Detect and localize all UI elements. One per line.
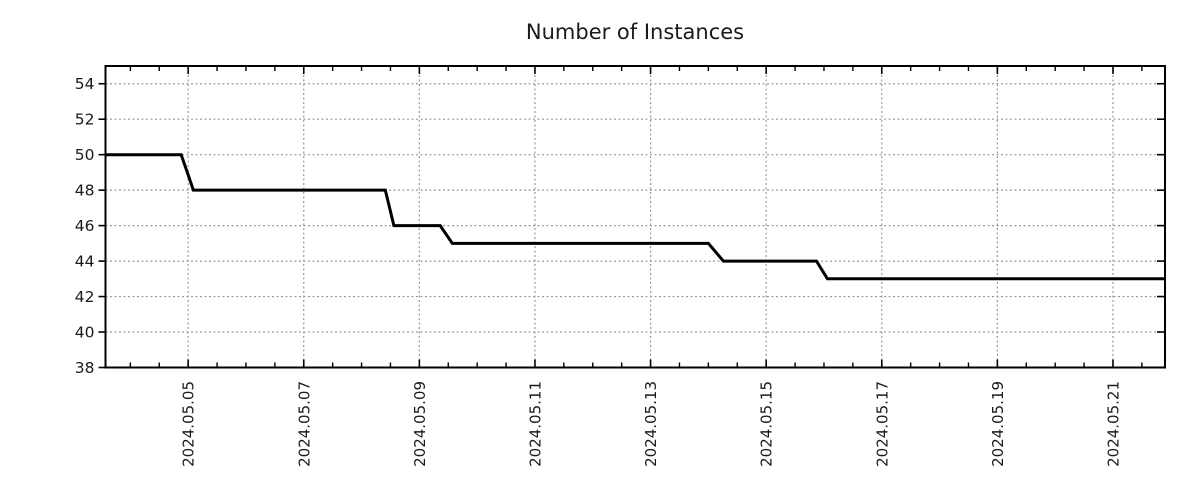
plot-border	[104, 65, 1166, 369]
y-tick-label: 46	[75, 217, 95, 235]
x-tick-label: 2024.05.21	[1104, 381, 1122, 467]
chart-title: Number of Instances	[526, 20, 744, 44]
x-tick-label: 2024.05.15	[758, 381, 776, 467]
x-tick-label: 2024.05.07	[295, 381, 313, 467]
y-tick-label: 42	[75, 288, 95, 306]
data-series-layer	[105, 153, 1165, 281]
x-tick-label: 2024.05.05	[180, 381, 198, 467]
x-tick-label: 2024.05.19	[989, 381, 1007, 467]
y-tick-label: 52	[75, 111, 95, 129]
y-tick-label: 38	[75, 359, 95, 377]
y-tick-label: 48	[75, 182, 95, 200]
x-tick-label: 2024.05.17	[873, 381, 891, 467]
y-tick-label: 40	[75, 324, 95, 342]
x-tick-label: 2024.05.13	[642, 381, 660, 467]
x-tick-label: 2024.05.11	[526, 381, 544, 467]
y-tick-label: 50	[75, 146, 95, 164]
plot-border-layer	[104, 65, 1166, 369]
y-tick-label: 54	[75, 75, 95, 93]
x-tick-label: 2024.05.09	[411, 381, 429, 467]
instances-line	[105, 153, 1165, 281]
tick-labels-layer: 38 40 42 44 46 48 50 52 54 2024.05.05 2024.05.07 20…	[75, 75, 1123, 467]
y-tick-label: 44	[75, 253, 95, 271]
